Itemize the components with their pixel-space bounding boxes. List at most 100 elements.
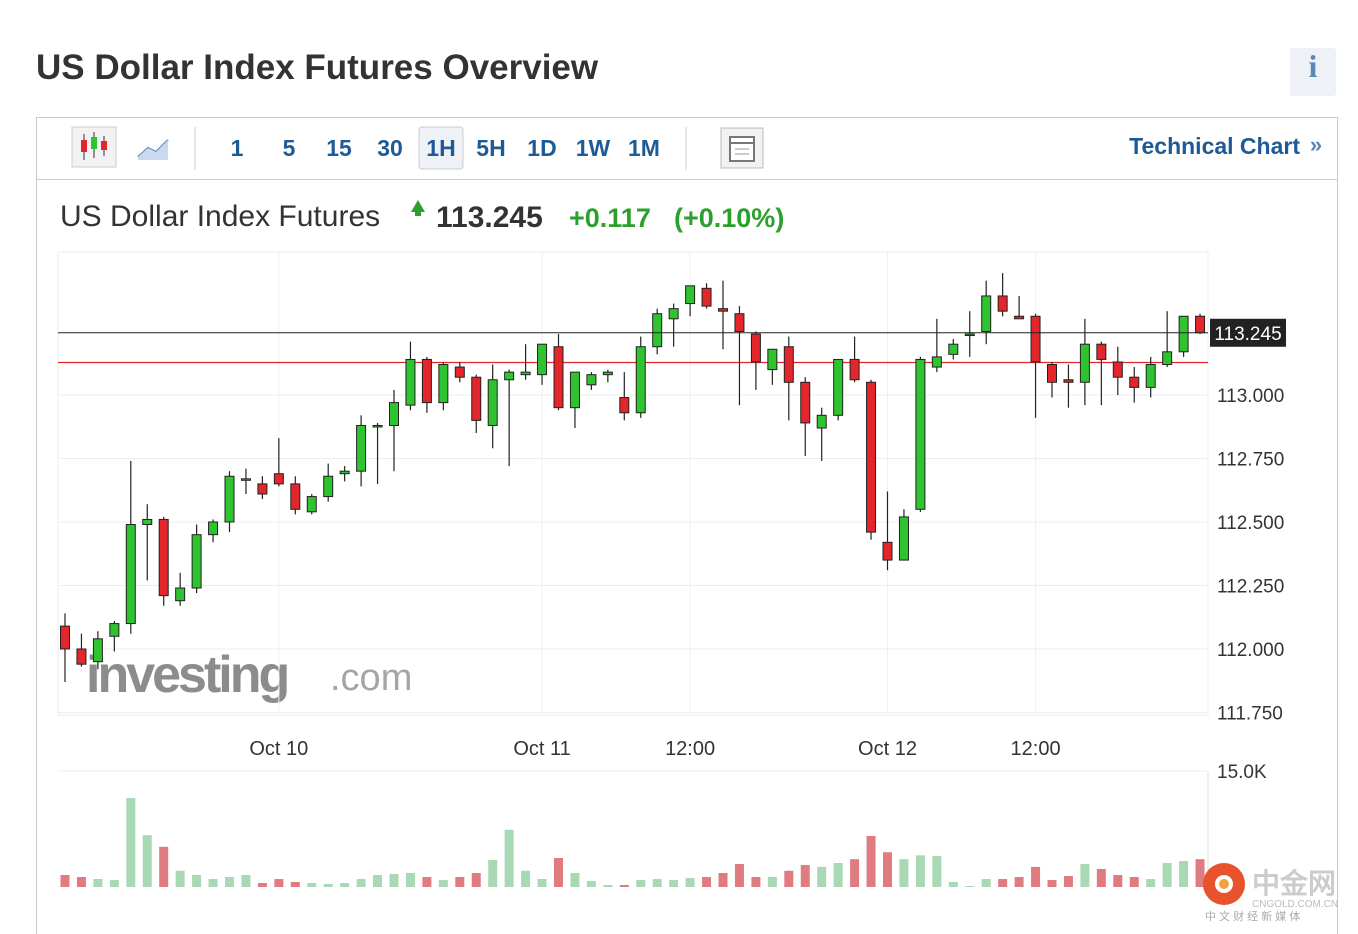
volume-bar	[504, 829, 514, 887]
volume-bar	[800, 864, 810, 887]
logo: 中金网 CNGOLD.COM.CN 中 文 财 经 新 媒 体	[1203, 863, 1338, 923]
candle-body	[60, 625, 70, 650]
candle-body	[931, 356, 942, 368]
candle-body	[668, 308, 679, 320]
volume-bar	[718, 873, 728, 887]
candle-body	[800, 381, 811, 424]
candle-body	[92, 638, 103, 663]
volume-bar	[405, 873, 415, 887]
interval-button[interactable]: 30	[377, 135, 403, 161]
candle-body	[389, 402, 399, 426]
price-change: +0.117	[569, 203, 651, 233]
volume-bar	[93, 879, 103, 887]
candle-body	[635, 346, 646, 414]
volume-bar	[915, 855, 925, 887]
volume-bar	[241, 875, 251, 887]
up-arrow	[411, 200, 425, 212]
x-tick-label: 12:00	[665, 738, 715, 760]
interval-button[interactable]: 1M	[628, 135, 660, 161]
interval-button[interactable]: 1H	[426, 135, 455, 161]
candle-body	[1129, 376, 1140, 388]
candle-body	[158, 518, 169, 597]
interval-button[interactable]: 5	[283, 135, 296, 161]
candle-body	[1145, 364, 1156, 388]
volume-bar	[784, 870, 794, 887]
candle-body	[1112, 361, 1123, 378]
volume-bar	[636, 880, 646, 887]
volume-bar	[965, 885, 975, 887]
volume-bar	[438, 880, 448, 887]
y-tick-label: 112.000	[1217, 640, 1284, 661]
volume-bar	[603, 884, 613, 887]
candle-body	[1178, 315, 1189, 353]
line-chart-button[interactable]	[130, 127, 174, 167]
candle-body	[685, 285, 696, 305]
last-price-tag-label: 113.245	[1214, 324, 1281, 345]
watermark-brand: investing	[86, 646, 287, 704]
interval-button[interactable]: 1D	[527, 135, 556, 161]
volume-bar	[998, 879, 1008, 887]
link-arrow[interactable]: »	[1310, 132, 1322, 157]
candle-body	[1030, 315, 1041, 363]
candle-body	[471, 376, 482, 421]
candle-body	[339, 470, 350, 475]
candle-body	[273, 473, 284, 485]
chart-frame	[36, 117, 1338, 934]
logo-tagline: 中 文 财 经 新 媒 体	[1205, 909, 1300, 923]
interval-active	[418, 126, 464, 170]
candle-body	[290, 483, 301, 510]
volume-bar	[521, 870, 531, 887]
volume-bar	[833, 863, 843, 887]
volume-bar	[883, 852, 892, 887]
candle-body	[76, 648, 87, 665]
candle-body	[816, 414, 827, 429]
candle-body	[553, 346, 564, 409]
volume-bar	[702, 877, 712, 887]
volume-bar	[356, 879, 366, 887]
volume-bar	[554, 858, 563, 887]
volume-bar	[652, 879, 662, 887]
technical-chart-link[interactable]: Technical Chart	[1129, 133, 1300, 159]
candle-body	[1162, 351, 1173, 366]
info-button[interactable]: i	[1290, 48, 1336, 96]
volume-bar	[1063, 876, 1073, 887]
volume-bar	[274, 879, 284, 887]
volume-bar	[290, 881, 300, 887]
volume-bar	[1179, 861, 1189, 887]
candle-body	[191, 534, 202, 589]
candle-body	[915, 358, 926, 510]
candle-body	[537, 343, 548, 376]
volume-bar	[389, 874, 399, 887]
volume-bar	[817, 866, 827, 887]
interval-button[interactable]: 1	[231, 135, 244, 161]
volume-bar	[488, 859, 498, 887]
volume-bar	[109, 880, 119, 887]
watermark: investing .com	[86, 646, 412, 704]
volume-bar	[340, 882, 350, 887]
percent-change: (+0.10%)	[674, 203, 784, 233]
candle-body	[109, 623, 120, 637]
interval-button[interactable]: 1W	[576, 135, 611, 161]
up-arrow	[415, 211, 421, 216]
candle-body	[866, 381, 877, 533]
volume-bar	[455, 877, 465, 887]
candle-body	[405, 358, 416, 406]
y-tick-label: 112.750	[1217, 449, 1284, 470]
interval-button[interactable]: 15	[326, 135, 352, 161]
candle-body	[356, 424, 367, 472]
candle-body	[652, 313, 663, 348]
interval-button[interactable]: 5H	[476, 135, 505, 161]
candle-body	[306, 496, 317, 513]
last-price: 113.245	[436, 201, 543, 234]
volume-bar	[1129, 877, 1139, 887]
candle-body	[569, 371, 580, 409]
volume-bar	[669, 880, 679, 887]
volume-bar	[307, 882, 317, 887]
candle-body	[981, 295, 992, 332]
settings-button[interactable]	[720, 127, 764, 169]
volume-bar	[932, 856, 942, 887]
logo-name: 中金网	[1252, 867, 1336, 899]
candle-body	[602, 371, 613, 376]
candle-body	[224, 475, 235, 523]
